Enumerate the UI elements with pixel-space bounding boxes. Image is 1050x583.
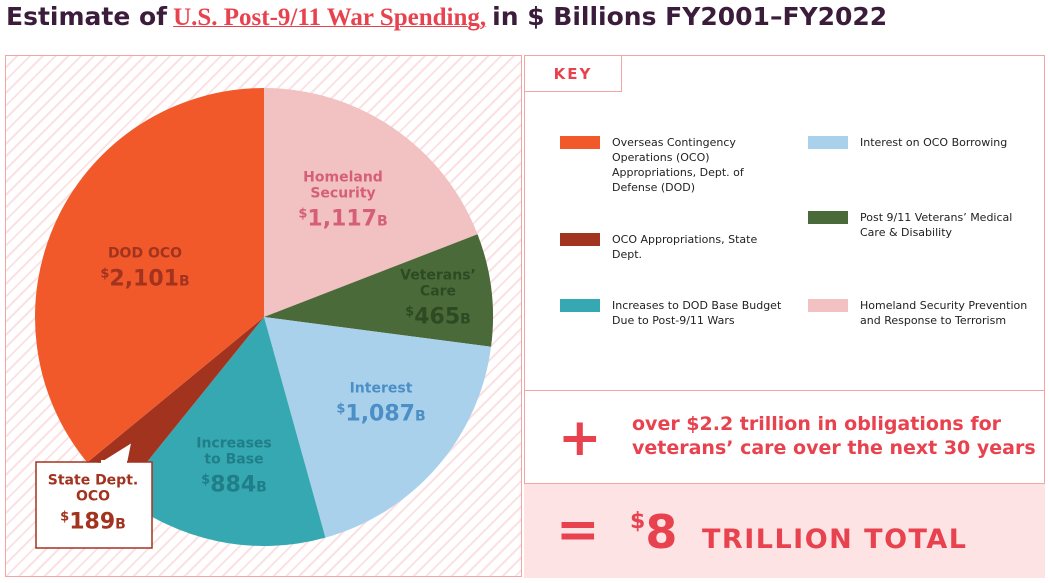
value-label: $1,087B: [336, 401, 426, 427]
addendum-text: over $2.2 trillion in obligations for ve…: [632, 413, 1036, 459]
value-label: $465B: [405, 304, 471, 330]
legend-title: KEY: [524, 55, 622, 92]
legend-label: Post 9/11 Veterans’ Medical Care & Disab…: [860, 211, 1013, 239]
slice-name: State Dept. OCO: [47, 472, 139, 505]
slice-name: Interest: [349, 380, 413, 397]
total-panel: [524, 483, 1045, 578]
legend-swatch: [560, 299, 600, 312]
addendum-panel: [524, 390, 1045, 484]
plus-symbol: +: [558, 408, 602, 468]
pie-slice: [87, 317, 264, 496]
callout-join: [101, 460, 127, 464]
legend-swatch: [560, 233, 600, 246]
legend-swatch: [808, 299, 848, 312]
pie-slice: [264, 234, 493, 347]
pie-chart: [35, 88, 493, 549]
total-label: TRILLION TOTAL: [702, 524, 968, 555]
legend-label: OCO Appropriations, State Dept.: [612, 233, 758, 261]
legend-swatch: [808, 211, 848, 224]
total-amount: $8: [630, 505, 678, 559]
pie-slice: [264, 88, 478, 317]
equals-symbol: =: [556, 500, 600, 560]
chart-title: Estimate of U.S. Post-9/11 War Spending, i…: [6, 2, 887, 32]
value-label: $2,101B: [100, 266, 190, 292]
slice-label: Homeland Security $1,117B: [298, 170, 387, 235]
title-part: Estimate of: [6, 2, 168, 31]
title-link[interactable]: U.S. Post-9/11 War Spending,: [173, 4, 487, 31]
value-label: $189B: [60, 509, 126, 535]
slice-label: State Dept. OCO $189B: [48, 473, 138, 538]
callout-box: [35, 461, 153, 549]
legend-label: Homeland Security Prevention and Respons…: [860, 299, 1028, 327]
slice-name: Veterans’ Care: [400, 267, 476, 300]
pie-slice: [35, 88, 265, 463]
legend-swatch: [808, 136, 848, 149]
slice-name: Homeland Security: [303, 169, 383, 202]
slice-label: Veterans’ Care $465B: [400, 268, 476, 333]
slice-label: Interest $1,087B: [336, 381, 425, 430]
value-label: $884B: [201, 472, 267, 498]
slice-label: DOD OCO $2,101B: [100, 246, 189, 295]
legend-swatch: [560, 136, 600, 149]
legend-label: Overseas Contingency Operations (OCO) Ap…: [612, 136, 744, 194]
value-label: $1,117B: [298, 206, 388, 232]
slice-name: DOD OCO: [107, 245, 183, 262]
legend-label: Interest on OCO Borrowing: [860, 136, 1008, 149]
title-part: in $ Billions FY2001–FY2022: [492, 2, 888, 31]
slice-label: Increases to Base $884B: [196, 436, 271, 501]
slice-name: Increases to Base: [196, 435, 272, 468]
pie-slice: [120, 317, 326, 546]
pie-slice: [264, 317, 492, 538]
legend-label: Increases to DOD Base Budget Due to Post…: [612, 299, 782, 327]
